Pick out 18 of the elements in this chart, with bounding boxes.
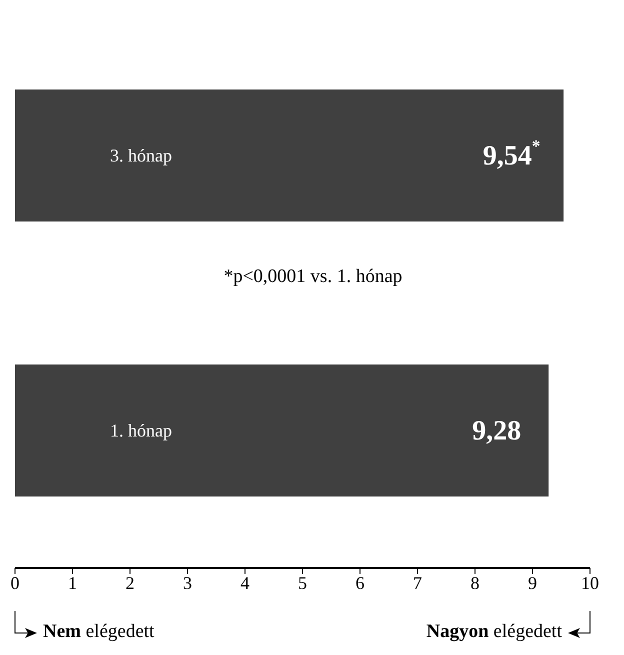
y-tick-label: 1. hónap <box>110 420 172 440</box>
y-tick-label: 3. hónap <box>110 146 172 166</box>
data-label: 9,28 <box>472 415 522 446</box>
x-tick-label: 3 <box>183 572 192 593</box>
x-tick-label: 2 <box>126 572 134 593</box>
text: Nem elégedett <box>43 621 154 643</box>
x-tick-label: 1 <box>68 572 77 593</box>
x-tick-label: 7 <box>413 572 422 593</box>
data-label: 9,54$^{*}$ <box>482 136 540 171</box>
x-tick-label: 10 <box>581 572 599 593</box>
x-tick-label: 4 <box>240 572 250 593</box>
x-tick-label: 0 <box>10 572 20 593</box>
text: Nagyon elégedett <box>426 621 562 643</box>
x-tick-label: 9 <box>528 572 537 593</box>
annotation: *p<0,0001 vs. 1. hónap <box>222 266 404 288</box>
x-tick-label: 8 <box>470 572 480 593</box>
x-tick-label: 6 <box>356 572 364 593</box>
x-tick-label: 5 <box>298 572 307 593</box>
